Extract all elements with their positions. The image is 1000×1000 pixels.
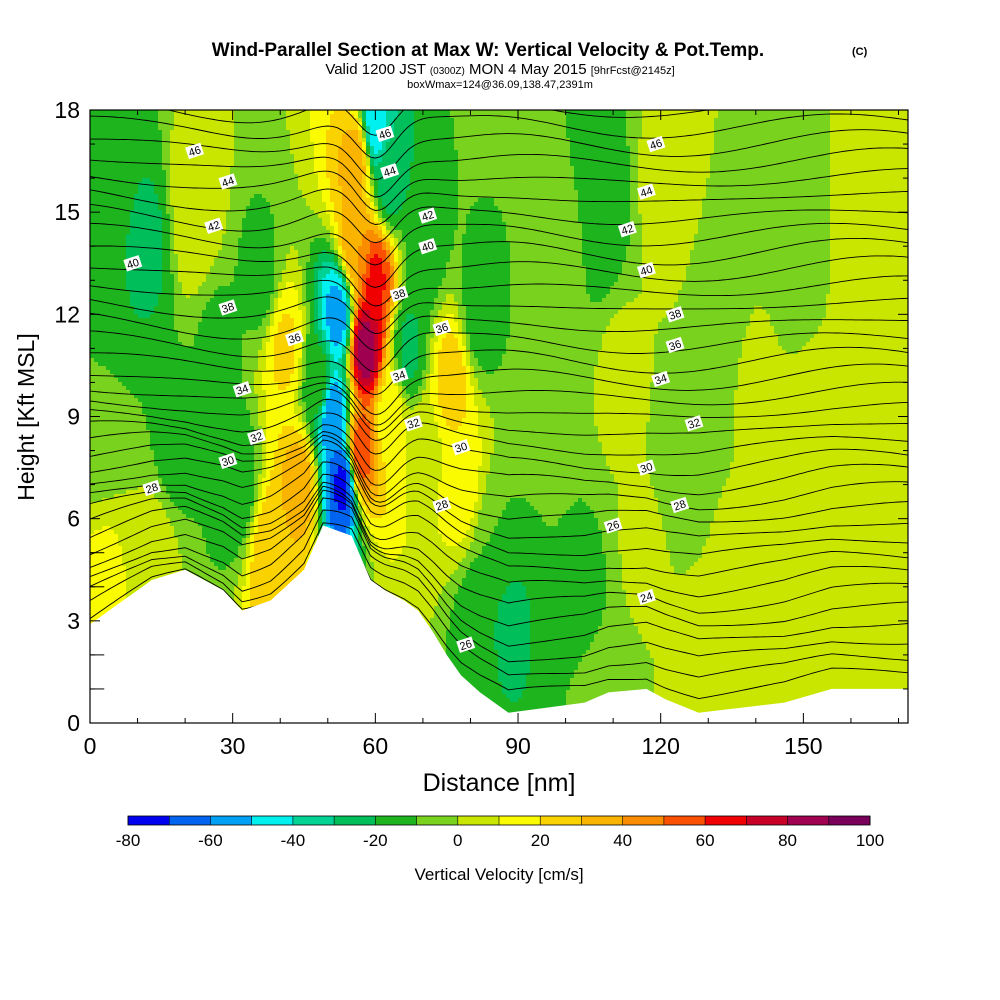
colorbar-swatch (417, 816, 459, 825)
chart-title-badge: (C) (852, 46, 868, 58)
x-tick-label: 120 (642, 733, 680, 759)
x-tick-label: 90 (505, 733, 531, 759)
colorbar-tick-label: 80 (778, 831, 797, 850)
colorbar-swatch (169, 816, 211, 825)
x-axis-label: Distance [nm] (423, 769, 576, 797)
colorbar-swatch (705, 816, 747, 825)
x-tick-label: 30 (220, 733, 246, 759)
y-tick-label: 12 (54, 301, 80, 327)
colorbar: -80 -60 -40 -20 0 20 40 60 80 100 (116, 816, 884, 850)
y-tick-label: 3 (67, 608, 80, 634)
colorbar-swatch (128, 816, 170, 825)
colorbar-tick-label: 20 (531, 831, 550, 850)
y-tick-label: 0 (67, 710, 80, 736)
y-axis-label: Height [Kft MSL] (13, 333, 39, 500)
colorbar-swatch (664, 816, 706, 825)
subtitle-valid: Valid 1200 JST (325, 61, 425, 78)
colorbar-swatch (499, 816, 541, 825)
colorbar-swatch (210, 816, 252, 825)
y-tick-label: 9 (67, 404, 80, 430)
colorbar-tick-label: -60 (198, 831, 223, 850)
subtitle-forecast: [9hrFcst@2145z] (591, 65, 675, 77)
colorbar-swatch (623, 816, 665, 825)
y-tick-label: 15 (54, 199, 80, 225)
subtitle-utc: (0300Z) (430, 66, 465, 77)
colorbar-tick-label: -40 (281, 831, 306, 850)
colorbar-tick-label: 0 (453, 831, 462, 850)
y-tick-label: 18 (54, 97, 80, 123)
colorbar-swatch (581, 816, 623, 825)
colorbar-swatch (334, 816, 376, 825)
chart-subtitle: Valid 1200 JST (0300Z) MON 4 May 2015 [9… (325, 61, 674, 78)
subtitle-date: MON 4 May 2015 (469, 61, 587, 78)
colorbar-label: Vertical Velocity [cm/s] (414, 865, 583, 884)
colorbar-tick-label: -80 (116, 831, 141, 850)
y-tick-label: 6 (67, 506, 80, 532)
colorbar-swatch (252, 816, 294, 825)
colorbar-swatch (293, 816, 335, 825)
x-tick-label: 150 (784, 733, 822, 759)
colorbar-swatch (540, 816, 582, 825)
x-tick-label: 0 (84, 733, 97, 759)
colorbar-swatch (375, 816, 417, 825)
x-tick-label: 60 (363, 733, 389, 759)
colorbar-swatch (829, 816, 871, 825)
colorbar-tick-label: 100 (856, 831, 884, 850)
chart-title: Wind-Parallel Section at Max W: Vertical… (212, 40, 764, 61)
colorbar-swatch (458, 816, 500, 825)
colorbar-tick-label: -20 (363, 831, 388, 850)
chart-subtitle-2: boxWmax=124@36.09,138.47,2391m (407, 79, 593, 91)
colorbar-swatch (788, 816, 830, 825)
colorbar-tick-label: 60 (696, 831, 715, 850)
colorbar-tick-label: 40 (613, 831, 632, 850)
colorbar-swatch (746, 816, 788, 825)
